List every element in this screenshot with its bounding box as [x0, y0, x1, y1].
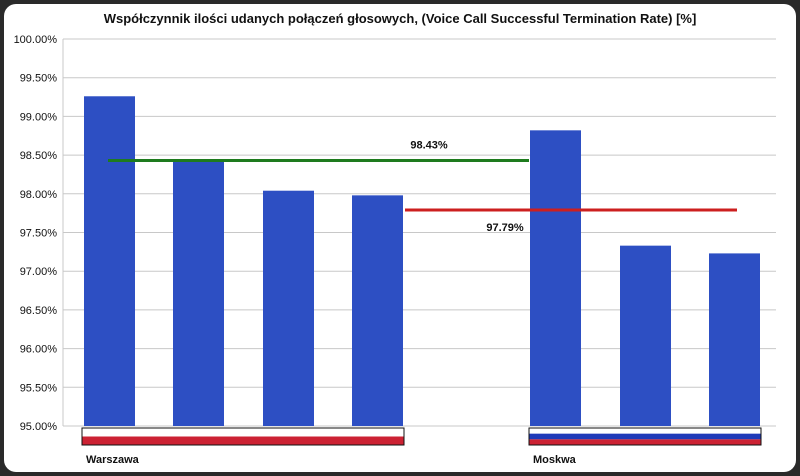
- y-tick-label: 99.50%: [20, 73, 58, 85]
- y-tick-label: 96.00%: [20, 344, 58, 356]
- bar: [263, 190, 314, 426]
- y-axis-tick-labels: 95.00% 95.50% 96.00% 96.50% 97.00% 97.50% 98.0…: [14, 34, 58, 433]
- flag-border: [81, 427, 405, 446]
- average-label: 98.43%: [410, 140, 448, 152]
- bar: [84, 96, 135, 426]
- y-tick-label: 99.00%: [20, 111, 58, 123]
- flags: Warszawa Moskwa: [81, 427, 762, 466]
- flag-stripe: [529, 439, 761, 445]
- group-label: Moskwa: [533, 454, 577, 466]
- average-label: 97.79%: [486, 222, 524, 234]
- y-tick-label: 97.00%: [20, 266, 58, 278]
- y-tick-label: 97.50%: [20, 228, 58, 240]
- flag-warszawa: [81, 427, 405, 446]
- bar: [173, 160, 224, 426]
- flag-border: [528, 427, 762, 446]
- average-lines: 98.43% 97.79%: [108, 140, 737, 234]
- flag-stripe: [82, 436, 404, 445]
- flag-stripe: [529, 428, 761, 434]
- bar: [530, 130, 581, 426]
- group-label: Warszawa: [86, 454, 140, 466]
- y-tick-label: 95.50%: [20, 382, 58, 394]
- y-tick-label: 95.00%: [20, 421, 58, 433]
- bar: [709, 253, 760, 426]
- y-tick-label: 100.00%: [14, 34, 58, 46]
- y-tick-label: 98.00%: [20, 189, 58, 201]
- flag-stripe: [529, 433, 761, 440]
- chart-title: Współczynnik ilości udanych połączeń gło…: [104, 11, 697, 26]
- bar: [620, 245, 671, 426]
- y-tick-label: 98.50%: [20, 150, 58, 162]
- bar: [352, 195, 403, 426]
- flag-stripe: [82, 428, 404, 437]
- bars: [84, 96, 760, 426]
- y-tick-label: 96.50%: [20, 305, 58, 317]
- flag-moskwa: [528, 427, 762, 446]
